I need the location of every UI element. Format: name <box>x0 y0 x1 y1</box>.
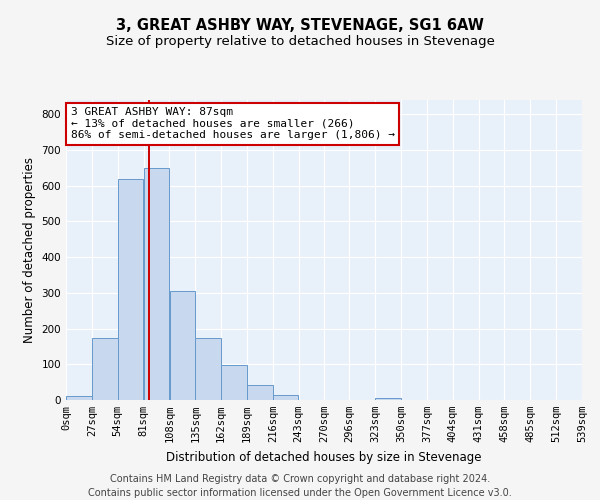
X-axis label: Distribution of detached houses by size in Stevenage: Distribution of detached houses by size … <box>166 450 482 464</box>
Bar <box>196 338 221 400</box>
Bar <box>170 291 195 400</box>
Text: 3, GREAT ASHBY WAY, STEVENAGE, SG1 6AW: 3, GREAT ASHBY WAY, STEVENAGE, SG1 6AW <box>116 18 484 32</box>
Bar <box>247 384 272 400</box>
Text: Contains HM Land Registry data © Crown copyright and database right 2024.
Contai: Contains HM Land Registry data © Crown c… <box>88 474 512 498</box>
Bar <box>118 178 143 400</box>
Y-axis label: Number of detached properties: Number of detached properties <box>23 157 36 343</box>
Bar <box>66 396 92 400</box>
Text: Size of property relative to detached houses in Stevenage: Size of property relative to detached ho… <box>106 35 494 48</box>
Text: 3 GREAT ASHBY WAY: 87sqm
← 13% of detached houses are smaller (266)
86% of semi-: 3 GREAT ASHBY WAY: 87sqm ← 13% of detach… <box>71 107 395 140</box>
Bar <box>92 338 118 400</box>
Bar <box>221 366 247 400</box>
Bar <box>273 396 298 400</box>
Bar <box>143 168 169 400</box>
Bar <box>376 398 401 400</box>
